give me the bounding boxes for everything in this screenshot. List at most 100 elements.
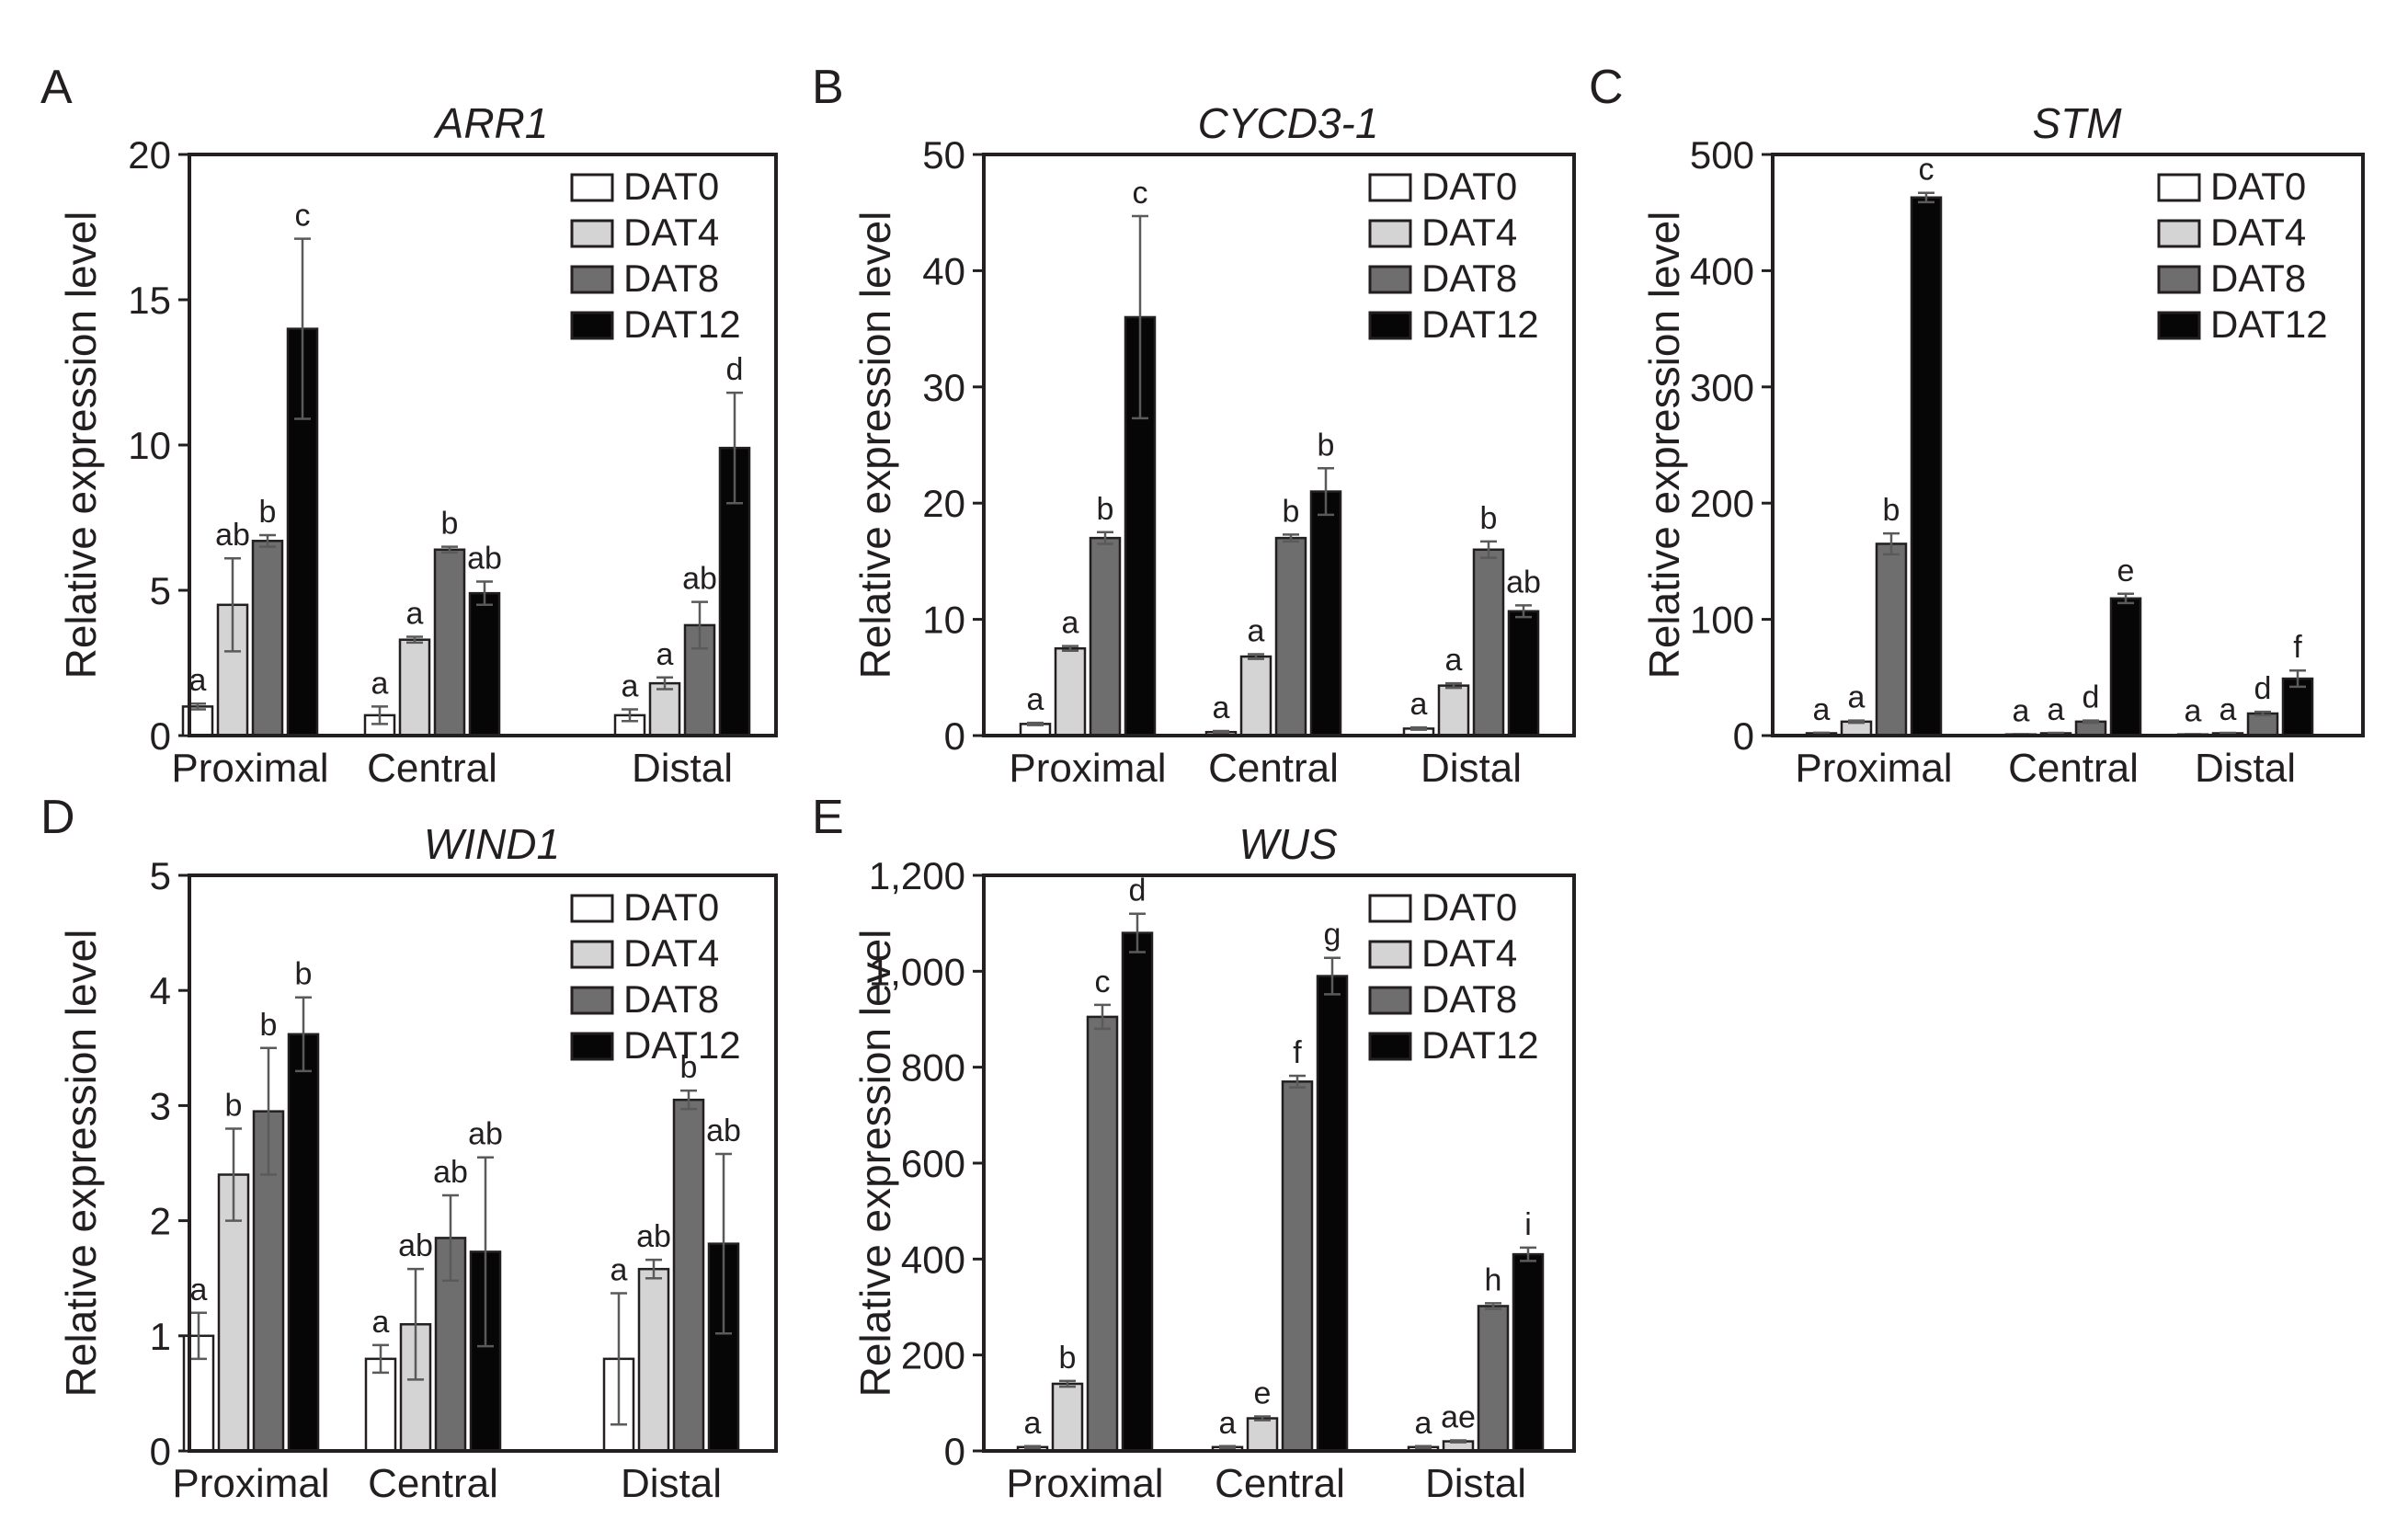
significance-letter: c: [1095, 965, 1111, 999]
chart-title: WUS: [1238, 820, 1338, 868]
significance-letter: b: [680, 1050, 698, 1085]
legend-swatch: [1368, 219, 1412, 248]
significance-letter: a: [1445, 643, 1463, 678]
significance-letter: b: [225, 1088, 243, 1123]
legend-entry: DAT0: [623, 885, 719, 929]
panel-letter: A: [40, 61, 73, 114]
error-bar: [1318, 467, 1334, 517]
legend-swatch: [570, 173, 614, 202]
legend-swatch: [570, 265, 614, 294]
error-bar: [1324, 956, 1341, 996]
error-bar: [1415, 1444, 1432, 1450]
panel-letter: B: [812, 61, 844, 114]
legend-entry: DAT0: [623, 165, 719, 208]
y-tick-label: 30: [922, 366, 965, 409]
bar-dat12-central: [1309, 490, 1342, 737]
error-bar: [1410, 725, 1427, 731]
error-bar: [1289, 1074, 1306, 1089]
y-tick-label: 10: [128, 424, 171, 467]
error-bar: [1283, 533, 1299, 543]
legend-swatch: [2157, 311, 2201, 340]
panel-letter: D: [40, 791, 75, 844]
significance-letter: d: [726, 352, 744, 387]
panel-letter: C: [1589, 61, 1624, 114]
chart-panel-b: B CYCD3-1 Relative expression level 0 10 20 30…: [812, 61, 1576, 791]
error-bar: [476, 580, 493, 607]
x-category-label: Central: [1208, 746, 1339, 791]
error-bar: [2048, 731, 2064, 736]
bar-dat12-distal: [1507, 610, 1540, 737]
significance-letter: b: [295, 957, 313, 992]
plot-frame: [982, 873, 1576, 1453]
significance-letter: b: [1097, 492, 1114, 527]
y-tick-label: 200: [901, 1334, 965, 1377]
legend-entry: DAT8: [623, 257, 719, 300]
legend-entry: DAT8: [623, 977, 719, 1021]
y-tick-label: 0: [150, 714, 171, 758]
legend-swatch: [2157, 265, 2201, 294]
y-tick-label: 2: [150, 1200, 171, 1243]
panel-letter: E: [812, 791, 844, 844]
error-bar: [1883, 531, 1900, 556]
error-bar: [691, 600, 708, 650]
x-category-label: Proximal: [1009, 746, 1166, 791]
x-category-label: Distal: [1425, 1461, 1526, 1506]
y-axis-label: Relative expression level: [57, 211, 105, 679]
significance-letter: g: [1324, 918, 1341, 953]
significance-letter: a: [1813, 692, 1831, 727]
bar-dat8-proximal: [1875, 542, 1908, 737]
error-bar: [1129, 912, 1146, 953]
error-bar: [1097, 531, 1113, 545]
legend-swatch: [1368, 311, 1412, 340]
significance-letter: a: [622, 669, 639, 704]
bar-dat4-central: [1246, 1417, 1279, 1453]
x-category-label: Proximal: [171, 746, 328, 791]
y-tick-label: 200: [1690, 482, 1754, 525]
significance-letter: ab: [398, 1228, 433, 1263]
y-tick-label: 20: [128, 133, 171, 177]
error-bar: [225, 1127, 242, 1222]
bar-dat12-central: [468, 591, 501, 737]
legend-entry: DAT0: [1421, 885, 1517, 929]
error-bar: [2220, 731, 2236, 736]
bar-dat12-distal: [1512, 1252, 1545, 1453]
bar-dat4-central: [398, 638, 431, 737]
error-bar: [295, 996, 312, 1073]
y-tick-label: 10: [922, 599, 965, 642]
significance-letter: a: [1219, 1406, 1237, 1441]
bar-dat0-proximal: [181, 705, 214, 737]
x-category-label: Central: [367, 746, 497, 791]
significance-letter: a: [1024, 1406, 1042, 1441]
error-bar: [1027, 721, 1044, 726]
bar-dat4-distal: [1437, 684, 1470, 737]
legend-entry: DAT12: [623, 1023, 741, 1067]
y-axis-label: Relative expression level: [851, 930, 899, 1398]
error-bar: [1219, 1444, 1236, 1450]
significance-letter: a: [2048, 692, 2065, 727]
bar-dat8-distal: [1472, 548, 1505, 737]
significance-letter: a: [1415, 1406, 1432, 1441]
legend-entry: DAT12: [1421, 1023, 1539, 1067]
bar-dat8-central: [1281, 1080, 1314, 1453]
error-bar: [406, 635, 423, 645]
error-bar: [1254, 1415, 1271, 1422]
y-tick-label: 4: [150, 969, 171, 1012]
bar-dat4-distal: [637, 1267, 670, 1453]
error-bar: [1515, 604, 1532, 619]
significance-letter: ab: [1506, 565, 1541, 599]
significance-letter: a: [372, 1305, 390, 1340]
significance-letter: a: [1062, 606, 1079, 641]
y-tick-label: 15: [128, 279, 171, 322]
y-tick-label: 20: [922, 482, 965, 525]
significance-letter: ab: [468, 1117, 503, 1152]
significance-letter: a: [1248, 614, 1265, 649]
error-bar: [715, 1152, 732, 1335]
chart-title: WIND1: [424, 820, 560, 868]
bar-dat4-central: [1239, 655, 1272, 737]
error-bar: [726, 391, 743, 505]
chart-title: STM: [2032, 99, 2122, 147]
error-bar: [1213, 729, 1229, 735]
legend-swatch: [1368, 940, 1412, 969]
significance-letter: a: [190, 1273, 208, 1307]
